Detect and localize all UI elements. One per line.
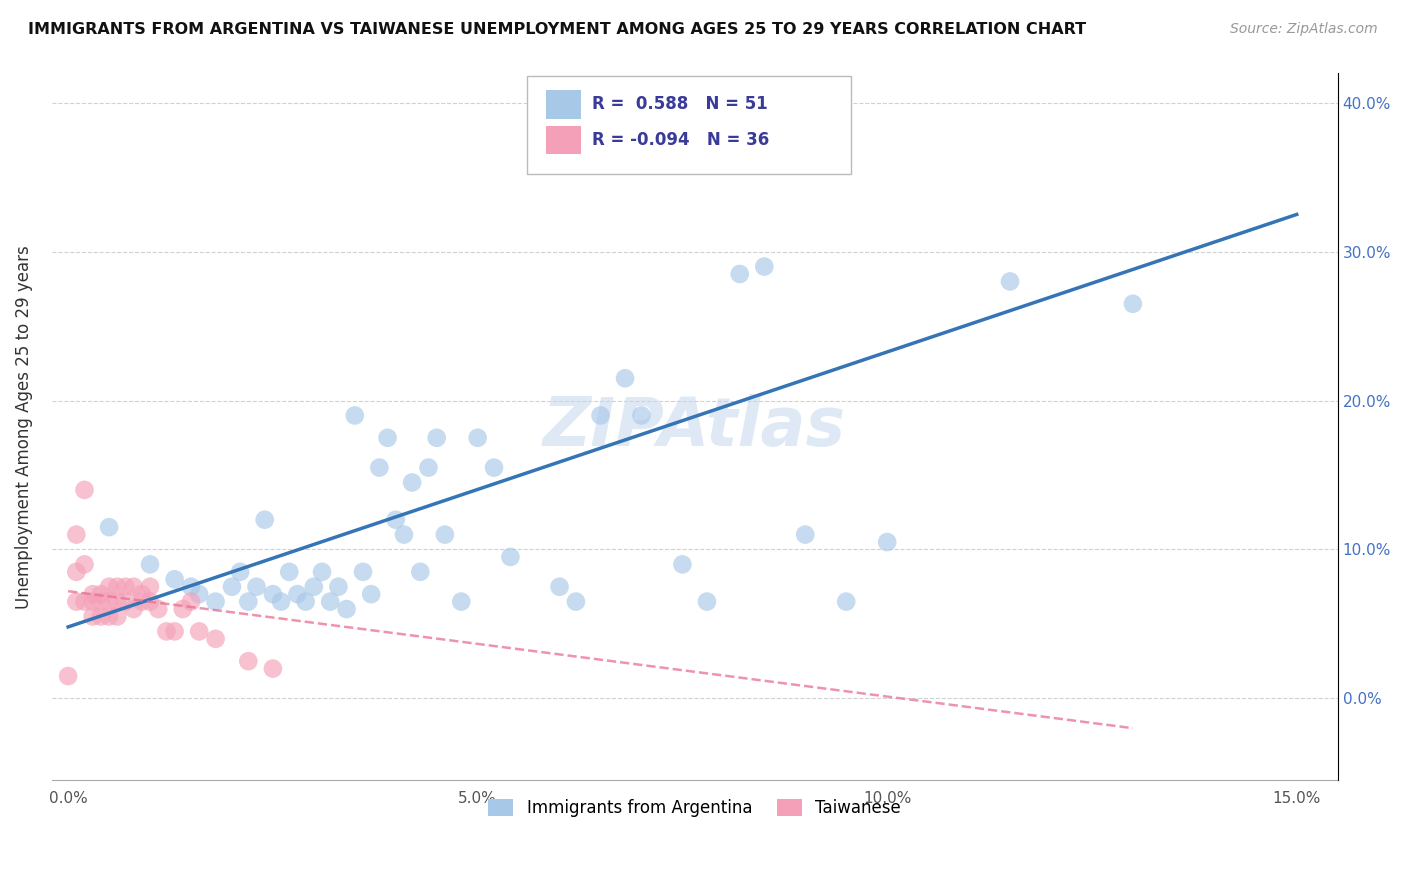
Point bbox=[360, 587, 382, 601]
Point bbox=[262, 587, 284, 601]
Text: IMMIGRANTS FROM ARGENTINA VS TAIWANESE UNEMPLOYMENT AMONG AGES 25 TO 29 YEARS CO: IMMIGRANTS FROM ARGENTINA VS TAIWANESE U… bbox=[28, 22, 1087, 37]
Point bbox=[139, 580, 162, 594]
Point bbox=[188, 624, 211, 639]
Text: ZIPAtlas: ZIPAtlas bbox=[543, 393, 846, 459]
Point bbox=[56, 669, 79, 683]
Point bbox=[90, 609, 112, 624]
Point bbox=[90, 594, 112, 608]
Point bbox=[302, 580, 325, 594]
Point bbox=[311, 565, 333, 579]
Text: R = -0.094   N = 36: R = -0.094 N = 36 bbox=[592, 131, 769, 149]
Point bbox=[433, 527, 456, 541]
Point bbox=[754, 260, 776, 274]
Point bbox=[671, 558, 693, 572]
Point bbox=[90, 587, 112, 601]
Point bbox=[270, 594, 292, 608]
Point bbox=[105, 609, 128, 624]
Point bbox=[426, 431, 449, 445]
Point bbox=[614, 371, 637, 385]
Point bbox=[148, 602, 170, 616]
Point bbox=[98, 520, 121, 534]
Point bbox=[499, 549, 522, 564]
Point bbox=[319, 594, 342, 608]
Point bbox=[172, 602, 194, 616]
Point bbox=[180, 580, 202, 594]
Text: R =  0.588   N = 51: R = 0.588 N = 51 bbox=[592, 95, 768, 113]
Point bbox=[409, 565, 432, 579]
Point bbox=[98, 594, 121, 608]
Point bbox=[204, 632, 226, 646]
Point bbox=[204, 594, 226, 608]
Point bbox=[450, 594, 472, 608]
Point bbox=[73, 483, 96, 497]
Point bbox=[418, 460, 440, 475]
Point bbox=[245, 580, 267, 594]
Point bbox=[105, 580, 128, 594]
Point bbox=[82, 594, 104, 608]
Point bbox=[401, 475, 423, 490]
Point bbox=[336, 602, 359, 616]
Point bbox=[98, 609, 121, 624]
Point bbox=[287, 587, 309, 601]
Point bbox=[343, 409, 366, 423]
Point bbox=[221, 580, 243, 594]
Point bbox=[82, 587, 104, 601]
Point bbox=[163, 624, 186, 639]
Point bbox=[238, 654, 260, 668]
Point bbox=[377, 431, 399, 445]
Point bbox=[294, 594, 316, 608]
Point bbox=[122, 580, 145, 594]
Point bbox=[238, 594, 260, 608]
Point bbox=[65, 565, 87, 579]
Point bbox=[114, 580, 136, 594]
Point bbox=[548, 580, 571, 594]
Point bbox=[696, 594, 718, 608]
Point bbox=[368, 460, 391, 475]
Point bbox=[73, 594, 96, 608]
Point bbox=[278, 565, 301, 579]
Point bbox=[467, 431, 489, 445]
Point bbox=[131, 594, 153, 608]
Point bbox=[998, 275, 1021, 289]
Point bbox=[139, 558, 162, 572]
Point bbox=[163, 572, 186, 586]
Point bbox=[188, 587, 211, 601]
Point bbox=[352, 565, 374, 579]
Point bbox=[229, 565, 252, 579]
Text: Source: ZipAtlas.com: Source: ZipAtlas.com bbox=[1230, 22, 1378, 37]
Point bbox=[65, 594, 87, 608]
Point bbox=[630, 409, 652, 423]
Point bbox=[253, 513, 276, 527]
Point bbox=[1122, 297, 1144, 311]
Point bbox=[835, 594, 858, 608]
Point bbox=[105, 594, 128, 608]
Legend: Immigrants from Argentina, Taiwanese: Immigrants from Argentina, Taiwanese bbox=[479, 790, 910, 825]
Point bbox=[114, 594, 136, 608]
Point bbox=[794, 527, 817, 541]
Point bbox=[82, 609, 104, 624]
Point bbox=[384, 513, 406, 527]
Point bbox=[482, 460, 505, 475]
Point bbox=[155, 624, 177, 639]
Y-axis label: Unemployment Among Ages 25 to 29 years: Unemployment Among Ages 25 to 29 years bbox=[15, 244, 32, 608]
Point bbox=[98, 580, 121, 594]
Point bbox=[65, 527, 87, 541]
Point bbox=[565, 594, 588, 608]
Point bbox=[73, 558, 96, 572]
Point bbox=[262, 662, 284, 676]
Point bbox=[131, 587, 153, 601]
Point bbox=[328, 580, 350, 594]
Point bbox=[589, 409, 612, 423]
Point bbox=[122, 602, 145, 616]
Point bbox=[139, 594, 162, 608]
Point bbox=[392, 527, 415, 541]
Point bbox=[728, 267, 751, 281]
Point bbox=[876, 535, 898, 549]
Point bbox=[180, 594, 202, 608]
